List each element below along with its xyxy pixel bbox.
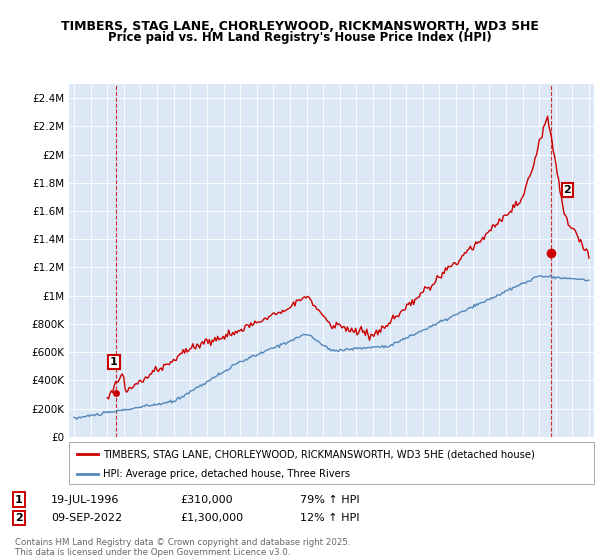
- Text: 19-JUL-1996: 19-JUL-1996: [51, 494, 119, 505]
- Text: £310,000: £310,000: [180, 494, 233, 505]
- Text: Contains HM Land Registry data © Crown copyright and database right 2025.
This d: Contains HM Land Registry data © Crown c…: [15, 538, 350, 557]
- Text: HPI: Average price, detached house, Three Rivers: HPI: Average price, detached house, Thre…: [103, 469, 350, 479]
- Text: 1: 1: [15, 494, 23, 505]
- Text: Price paid vs. HM Land Registry's House Price Index (HPI): Price paid vs. HM Land Registry's House …: [108, 31, 492, 44]
- Text: £1,300,000: £1,300,000: [180, 513, 243, 523]
- Text: TIMBERS, STAG LANE, CHORLEYWOOD, RICKMANSWORTH, WD3 5HE: TIMBERS, STAG LANE, CHORLEYWOOD, RICKMAN…: [61, 20, 539, 32]
- Text: 12% ↑ HPI: 12% ↑ HPI: [300, 513, 359, 523]
- Text: 2: 2: [15, 513, 23, 523]
- Text: 79% ↑ HPI: 79% ↑ HPI: [300, 494, 359, 505]
- Text: 09-SEP-2022: 09-SEP-2022: [51, 513, 122, 523]
- Text: 2: 2: [563, 185, 571, 195]
- Text: 1: 1: [110, 357, 118, 367]
- Text: TIMBERS, STAG LANE, CHORLEYWOOD, RICKMANSWORTH, WD3 5HE (detached house): TIMBERS, STAG LANE, CHORLEYWOOD, RICKMAN…: [103, 449, 535, 459]
